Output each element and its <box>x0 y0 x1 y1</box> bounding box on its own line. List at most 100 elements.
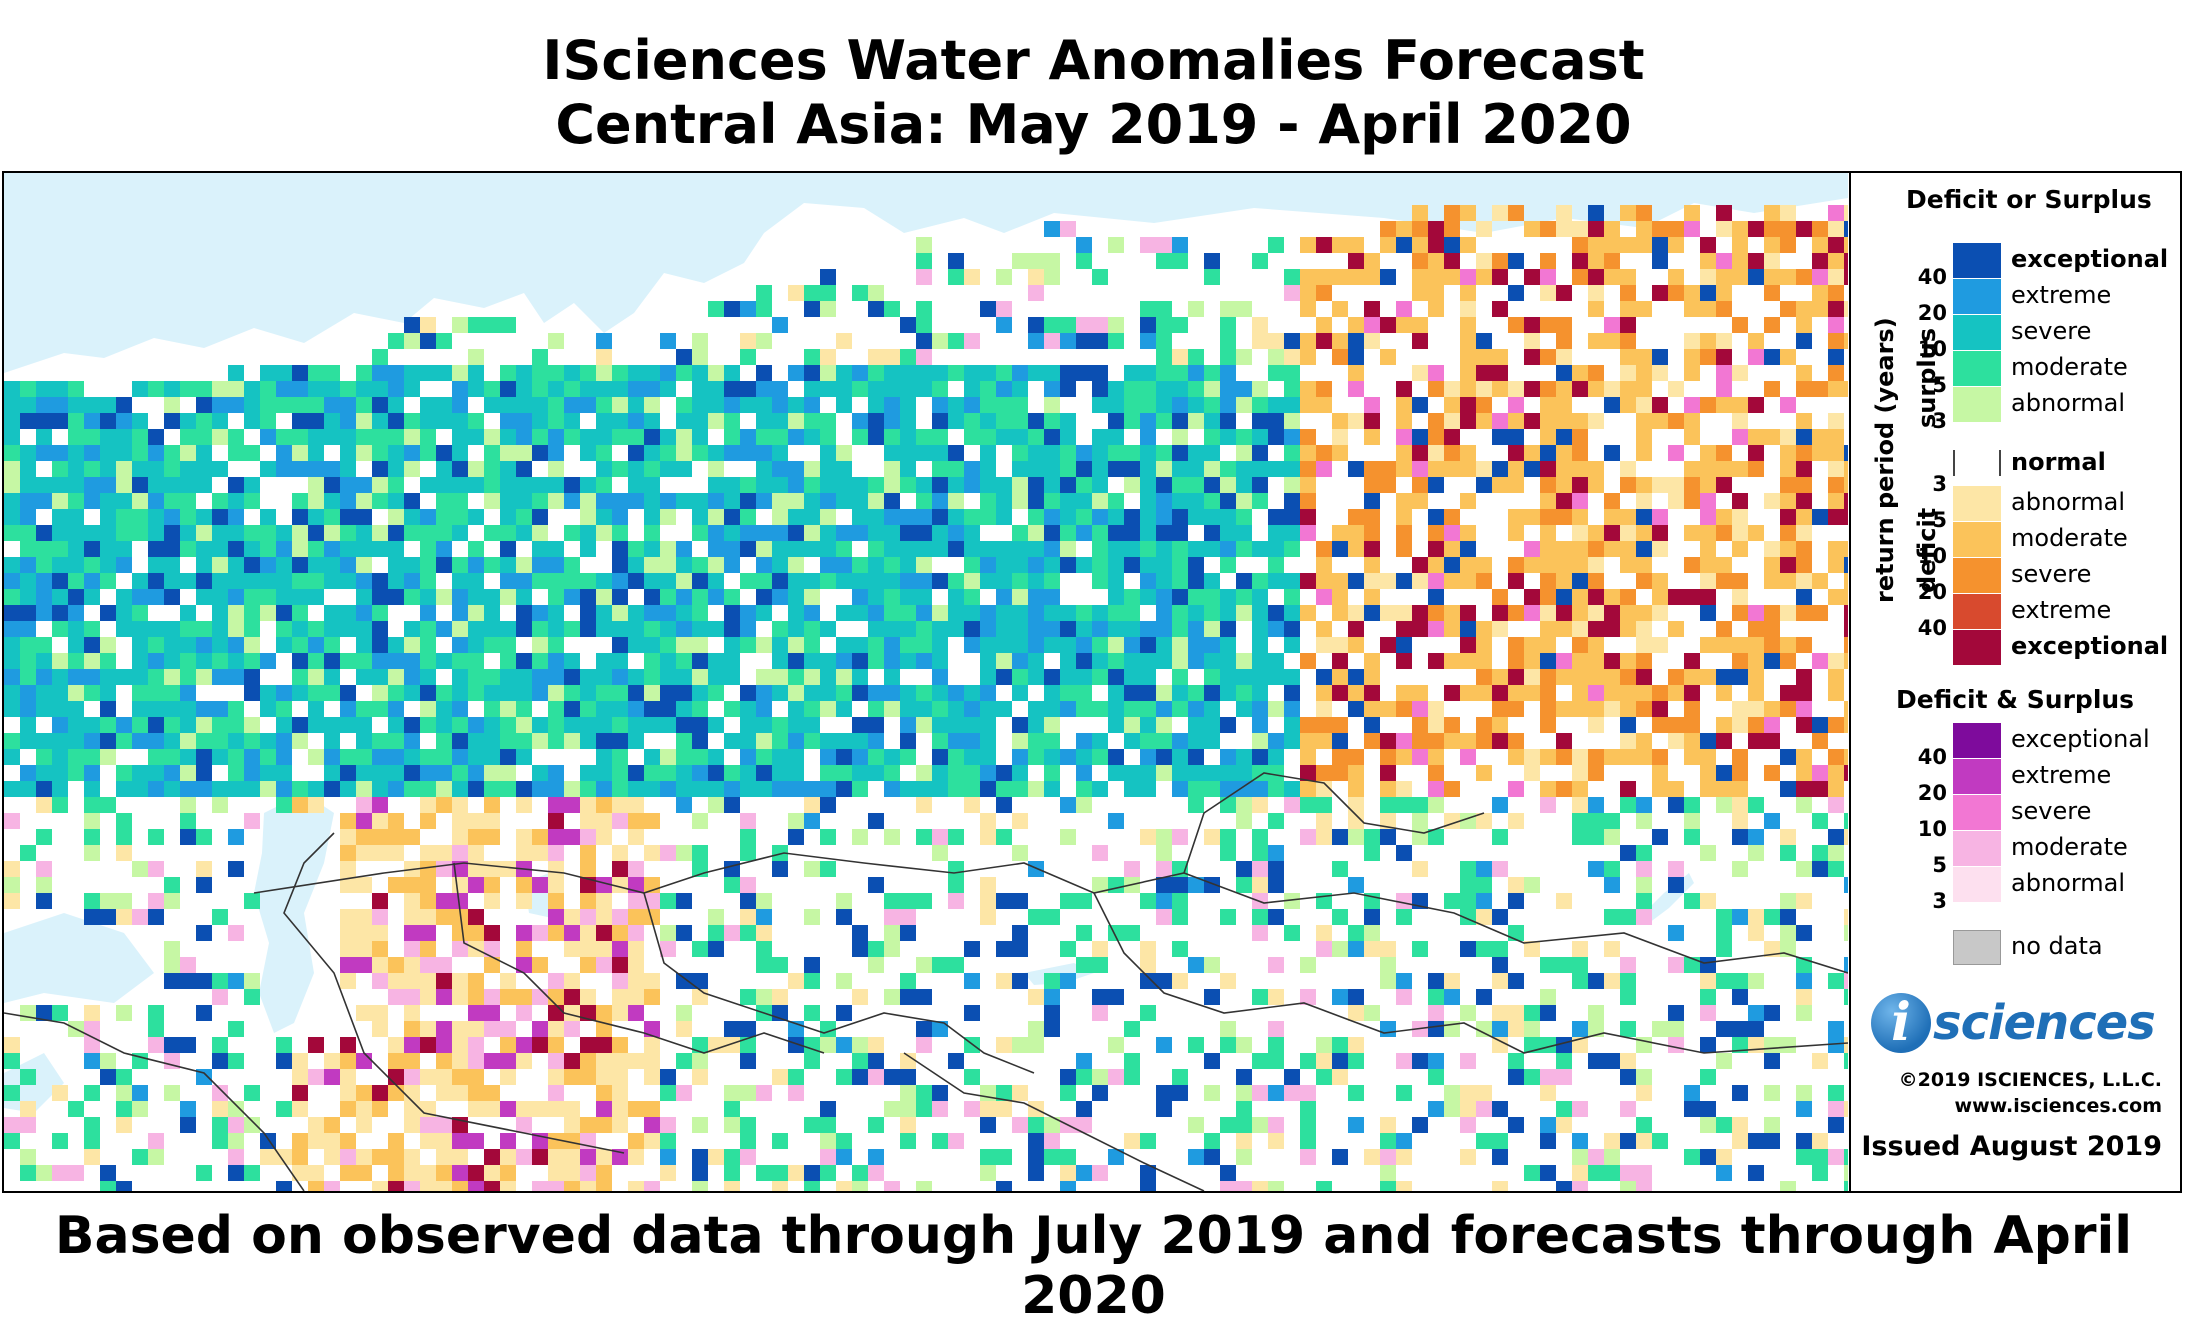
anomaly-cell <box>1108 317 1124 333</box>
anomaly-cell <box>1172 893 1188 909</box>
anomaly-cell <box>692 1053 708 1069</box>
anomaly-cell <box>1076 749 1092 765</box>
anomaly-cell <box>1140 893 1156 909</box>
anomaly-cell <box>1540 269 1556 285</box>
anomaly-cell <box>1028 1133 1044 1149</box>
anomaly-cell <box>644 477 660 493</box>
anomaly-cell <box>1156 589 1172 605</box>
anomaly-cell <box>628 989 644 1005</box>
anomaly-cell <box>804 701 820 717</box>
anomaly-cell <box>1700 957 1716 973</box>
anomaly-cell <box>724 861 740 877</box>
anomaly-cell <box>1684 653 1700 669</box>
anomaly-cell <box>164 1037 180 1053</box>
anomaly-cell <box>772 397 788 413</box>
anomaly-cell <box>932 333 948 349</box>
anomaly-cell <box>1364 653 1380 669</box>
anomaly-cell <box>1156 1037 1172 1053</box>
website-link[interactable]: www.isciences.com <box>1954 1095 2162 1117</box>
anomaly-cell <box>916 957 932 973</box>
anomaly-cell <box>1428 829 1444 845</box>
anomaly-cell <box>1780 829 1796 845</box>
anomaly-cell <box>548 925 564 941</box>
anomaly-cell <box>1460 205 1476 221</box>
anomaly-cell <box>532 717 548 733</box>
anomaly-cell <box>1764 701 1780 717</box>
anomaly-cell <box>244 1117 260 1133</box>
anomaly-cell <box>244 669 260 685</box>
anomaly-cell <box>596 941 612 957</box>
anomaly-cell <box>1076 957 1092 973</box>
anomaly-cell <box>356 429 372 445</box>
anomaly-map[interactable] <box>4 173 1848 1191</box>
anomaly-cell <box>516 957 532 973</box>
anomaly-cell <box>1460 349 1476 365</box>
anomaly-cell <box>164 573 180 589</box>
anomaly-cell <box>1108 669 1124 685</box>
anomaly-cell <box>884 989 900 1005</box>
anomaly-cell <box>1220 973 1236 989</box>
anomaly-cell <box>468 621 484 637</box>
anomaly-cell <box>116 589 132 605</box>
anomaly-cell <box>116 1117 132 1133</box>
anomaly-cell <box>1412 253 1428 269</box>
anomaly-cell <box>644 413 660 429</box>
anomaly-cell <box>1492 461 1508 477</box>
anomaly-cell <box>1604 861 1620 877</box>
anomaly-cell <box>1812 813 1828 829</box>
anomaly-cell <box>356 749 372 765</box>
anomaly-cell <box>1124 557 1140 573</box>
anomaly-cell <box>1620 973 1636 989</box>
anomaly-cell <box>1172 829 1188 845</box>
anomaly-cell <box>1044 669 1060 685</box>
anomaly-cell <box>1428 253 1444 269</box>
anomaly-cell <box>148 477 164 493</box>
anomaly-cell <box>52 573 68 589</box>
anomaly-cell <box>1668 877 1684 893</box>
anomaly-cell <box>836 733 852 749</box>
anomaly-cell <box>1476 1085 1492 1101</box>
anomaly-cell <box>84 893 100 909</box>
anomaly-cell <box>1572 829 1588 845</box>
anomaly-cell <box>244 413 260 429</box>
anomaly-cell <box>196 509 212 525</box>
anomaly-cell <box>1796 989 1812 1005</box>
anomaly-cell <box>1284 1085 1300 1101</box>
anomaly-cell <box>580 925 596 941</box>
anomaly-cell <box>1012 813 1028 829</box>
anomaly-cell <box>4 1085 20 1101</box>
anomaly-cell <box>1236 381 1252 397</box>
anomaly-cell <box>1684 717 1700 733</box>
anomaly-cell <box>1828 413 1844 429</box>
anomaly-cell <box>1732 1085 1748 1101</box>
anomaly-cell <box>692 765 708 781</box>
anomaly-cell <box>756 461 772 477</box>
anomaly-cell <box>612 461 628 477</box>
anomaly-cell <box>100 541 116 557</box>
anomaly-cell <box>452 573 468 589</box>
anomaly-cell <box>372 413 388 429</box>
anomaly-cell <box>1268 429 1284 445</box>
anomaly-cell <box>1636 877 1652 893</box>
anomaly-cell <box>1364 669 1380 685</box>
anomaly-cell <box>1252 845 1268 861</box>
anomaly-cell <box>436 1149 452 1165</box>
anomaly-cell <box>1700 237 1716 253</box>
anomaly-cell <box>1460 685 1476 701</box>
anomaly-cell <box>468 749 484 765</box>
anomaly-cell <box>1428 381 1444 397</box>
anomaly-cell <box>1220 413 1236 429</box>
anomaly-cell <box>1028 621 1044 637</box>
anomaly-cell <box>164 733 180 749</box>
anomaly-cell <box>1476 621 1492 637</box>
anomaly-cell <box>228 733 244 749</box>
anomaly-cell <box>1188 765 1204 781</box>
anomaly-cell <box>852 1037 868 1053</box>
deficit-label-moderate: moderate <box>2011 524 2128 552</box>
anomaly-cell <box>1140 301 1156 317</box>
anomaly-cell <box>1732 669 1748 685</box>
anomaly-cell <box>324 733 340 749</box>
anomaly-cell <box>340 413 356 429</box>
anomaly-cell <box>1492 253 1508 269</box>
anomaly-cell <box>1300 749 1316 765</box>
